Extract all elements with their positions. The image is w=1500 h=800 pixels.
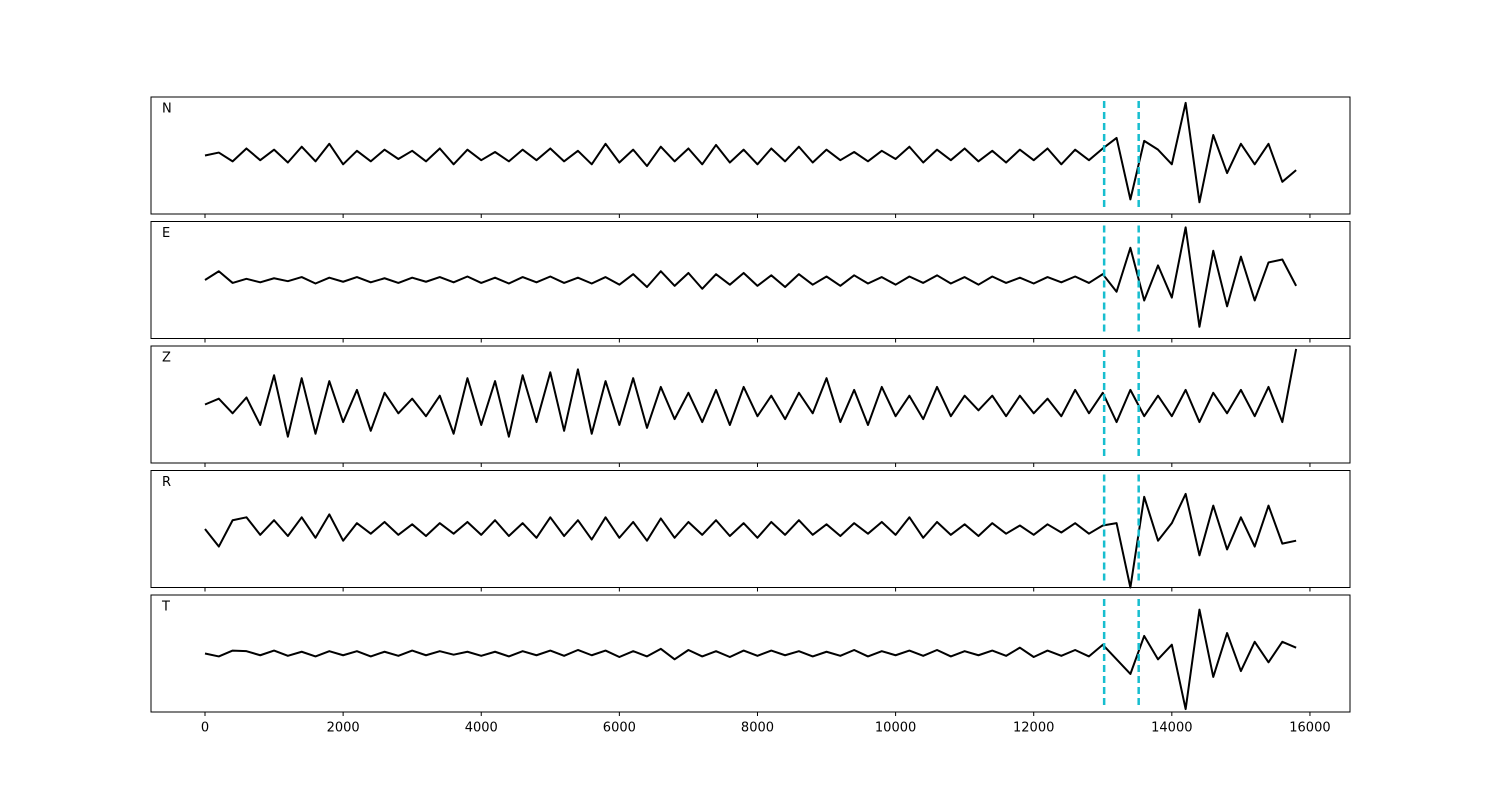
trace: [204, 348, 1298, 438]
trace: [204, 101, 1297, 204]
panel-label: T: [161, 600, 170, 615]
x-tick-label: 4000: [465, 721, 498, 736]
x-tick-label: 8000: [741, 721, 774, 736]
panel-frame: [150, 470, 1351, 588]
x-tick-label: 6000: [603, 721, 636, 736]
x-tick-label: 2000: [327, 721, 360, 736]
panel-frame: [150, 345, 1351, 464]
x-tick-label: 12000: [1013, 721, 1054, 736]
x-tick-label: 0: [201, 721, 209, 736]
panel-label: Z: [162, 351, 171, 366]
x-tick-label: 14000: [1151, 721, 1192, 736]
panel-label: N: [162, 102, 172, 117]
trace: [204, 226, 1298, 328]
trace: [204, 492, 1297, 589]
panel-frame: [150, 594, 1351, 713]
panel-frame: [150, 221, 1351, 339]
panel-label: R: [162, 475, 171, 490]
panel-frame: [150, 96, 1351, 215]
panel-label: E: [162, 226, 170, 241]
x-tick-label: 16000: [1289, 721, 1330, 736]
x-tick-label: 10000: [875, 721, 916, 736]
trace: [204, 608, 1297, 711]
